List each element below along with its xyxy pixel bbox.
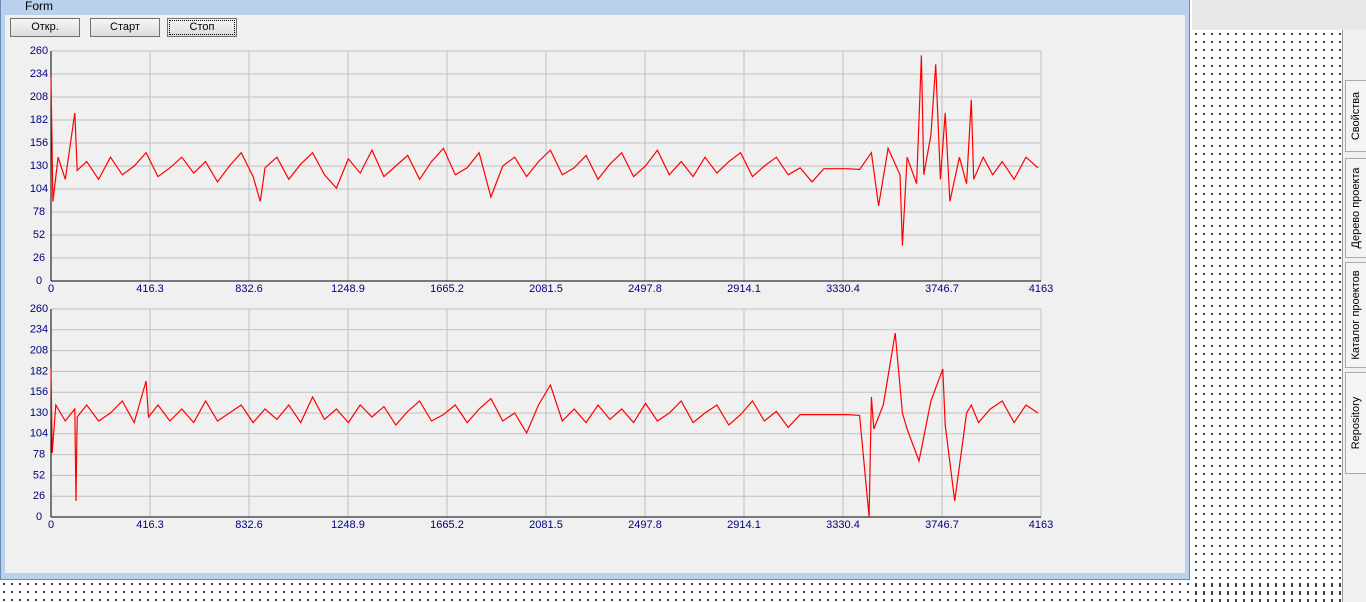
button[interactable]: Стоп [167, 18, 237, 37]
button[interactable]: Старт [90, 18, 160, 37]
x-tick-label: 3330.4 [826, 519, 860, 531]
x-tick-label: 1248.9 [331, 283, 365, 295]
y-tick-label: 260 [30, 45, 48, 57]
x-tick-label: 2497.8 [628, 519, 662, 531]
y-tick-label: 130 [30, 160, 48, 172]
y-tick-label: 0 [36, 275, 42, 287]
y-tick-label: 156 [30, 137, 48, 149]
x-tick-label: 2081.5 [529, 519, 563, 531]
tab-label: Repository [1350, 396, 1362, 450]
data-line [50, 55, 1039, 246]
y-tick-label: 104 [30, 183, 48, 195]
x-tick-label: 416.3 [136, 283, 164, 295]
x-tick-label: 3746.7 [925, 519, 959, 531]
x-tick-label: 4163 [1029, 519, 1053, 531]
x-tick-label: 832.6 [235, 519, 263, 531]
chart: 0 26 52 78 104 130 156 182 208 234 260 0 416.3 832.6 1… [30, 303, 1053, 531]
tab[interactable]: Repository [1345, 372, 1366, 474]
x-tick-label: 2497.8 [628, 283, 662, 295]
x-tick-label: 2914.1 [727, 519, 761, 531]
y-tick-label: 156 [30, 386, 48, 398]
tab-label: Свойства [1350, 91, 1362, 141]
x-tick-label: 0 [48, 519, 54, 531]
tab-label: Каталог проектов [1350, 270, 1362, 360]
y-tick-label: 26 [33, 490, 45, 502]
y-tick-label: 104 [30, 428, 48, 440]
x-tick-label: 832.6 [235, 283, 263, 295]
x-tick-label: 2914.1 [727, 283, 761, 295]
x-tick-label: 1248.9 [331, 519, 365, 531]
tab[interactable]: Дерево проекта [1345, 158, 1366, 258]
y-tick-label: 182 [30, 114, 48, 126]
y-tick-label: 260 [30, 303, 48, 315]
y-tick-label: 208 [30, 91, 48, 103]
y-tick-label: 234 [30, 324, 48, 336]
y-tick-label: 208 [30, 345, 48, 357]
ide-toolbar [1192, 0, 1366, 30]
window: Form Откр. Старт Стоп 0 26 52 78 104 130 156 18… [0, 0, 1190, 580]
x-tick-label: 4163 [1029, 283, 1053, 295]
x-tick-label: 416.3 [136, 519, 164, 531]
y-tick-label: 0 [36, 511, 42, 523]
window-title: Form [25, 0, 53, 13]
tab[interactable]: Каталог проектов [1345, 262, 1366, 368]
tab-label: Дерево проекта [1350, 167, 1362, 249]
x-tick-label: 2081.5 [529, 283, 563, 295]
side-panel: Свойства Дерево проекта Каталог проектов… [1342, 30, 1366, 602]
y-tick-label: 52 [33, 229, 45, 241]
y-tick-label: 234 [30, 68, 48, 80]
x-tick-label: 0 [48, 283, 54, 295]
y-tick-label: 78 [33, 449, 45, 461]
y-tick-label: 52 [33, 469, 45, 481]
button[interactable]: Откр. [10, 18, 80, 37]
y-tick-label: 26 [33, 252, 45, 264]
chart: 0 26 52 78 104 130 156 182 208 234 260 0 416.3 832.6 1… [30, 45, 1053, 295]
x-tick-label: 1665.2 [430, 283, 464, 295]
window-client: Откр. Старт Стоп 0 26 52 78 104 130 156 182 208 2… [5, 15, 1185, 573]
data-line [50, 332, 1039, 518]
x-tick-label: 3330.4 [826, 283, 860, 295]
x-tick-label: 3746.7 [925, 283, 959, 295]
y-tick-label: 78 [33, 206, 45, 218]
y-tick-label: 130 [30, 407, 48, 419]
y-tick-label: 182 [30, 365, 48, 377]
x-tick-label: 1665.2 [430, 519, 464, 531]
form-designer-bottom [0, 580, 1342, 602]
form-designer [1192, 30, 1342, 602]
tab[interactable]: Свойства [1345, 80, 1366, 152]
